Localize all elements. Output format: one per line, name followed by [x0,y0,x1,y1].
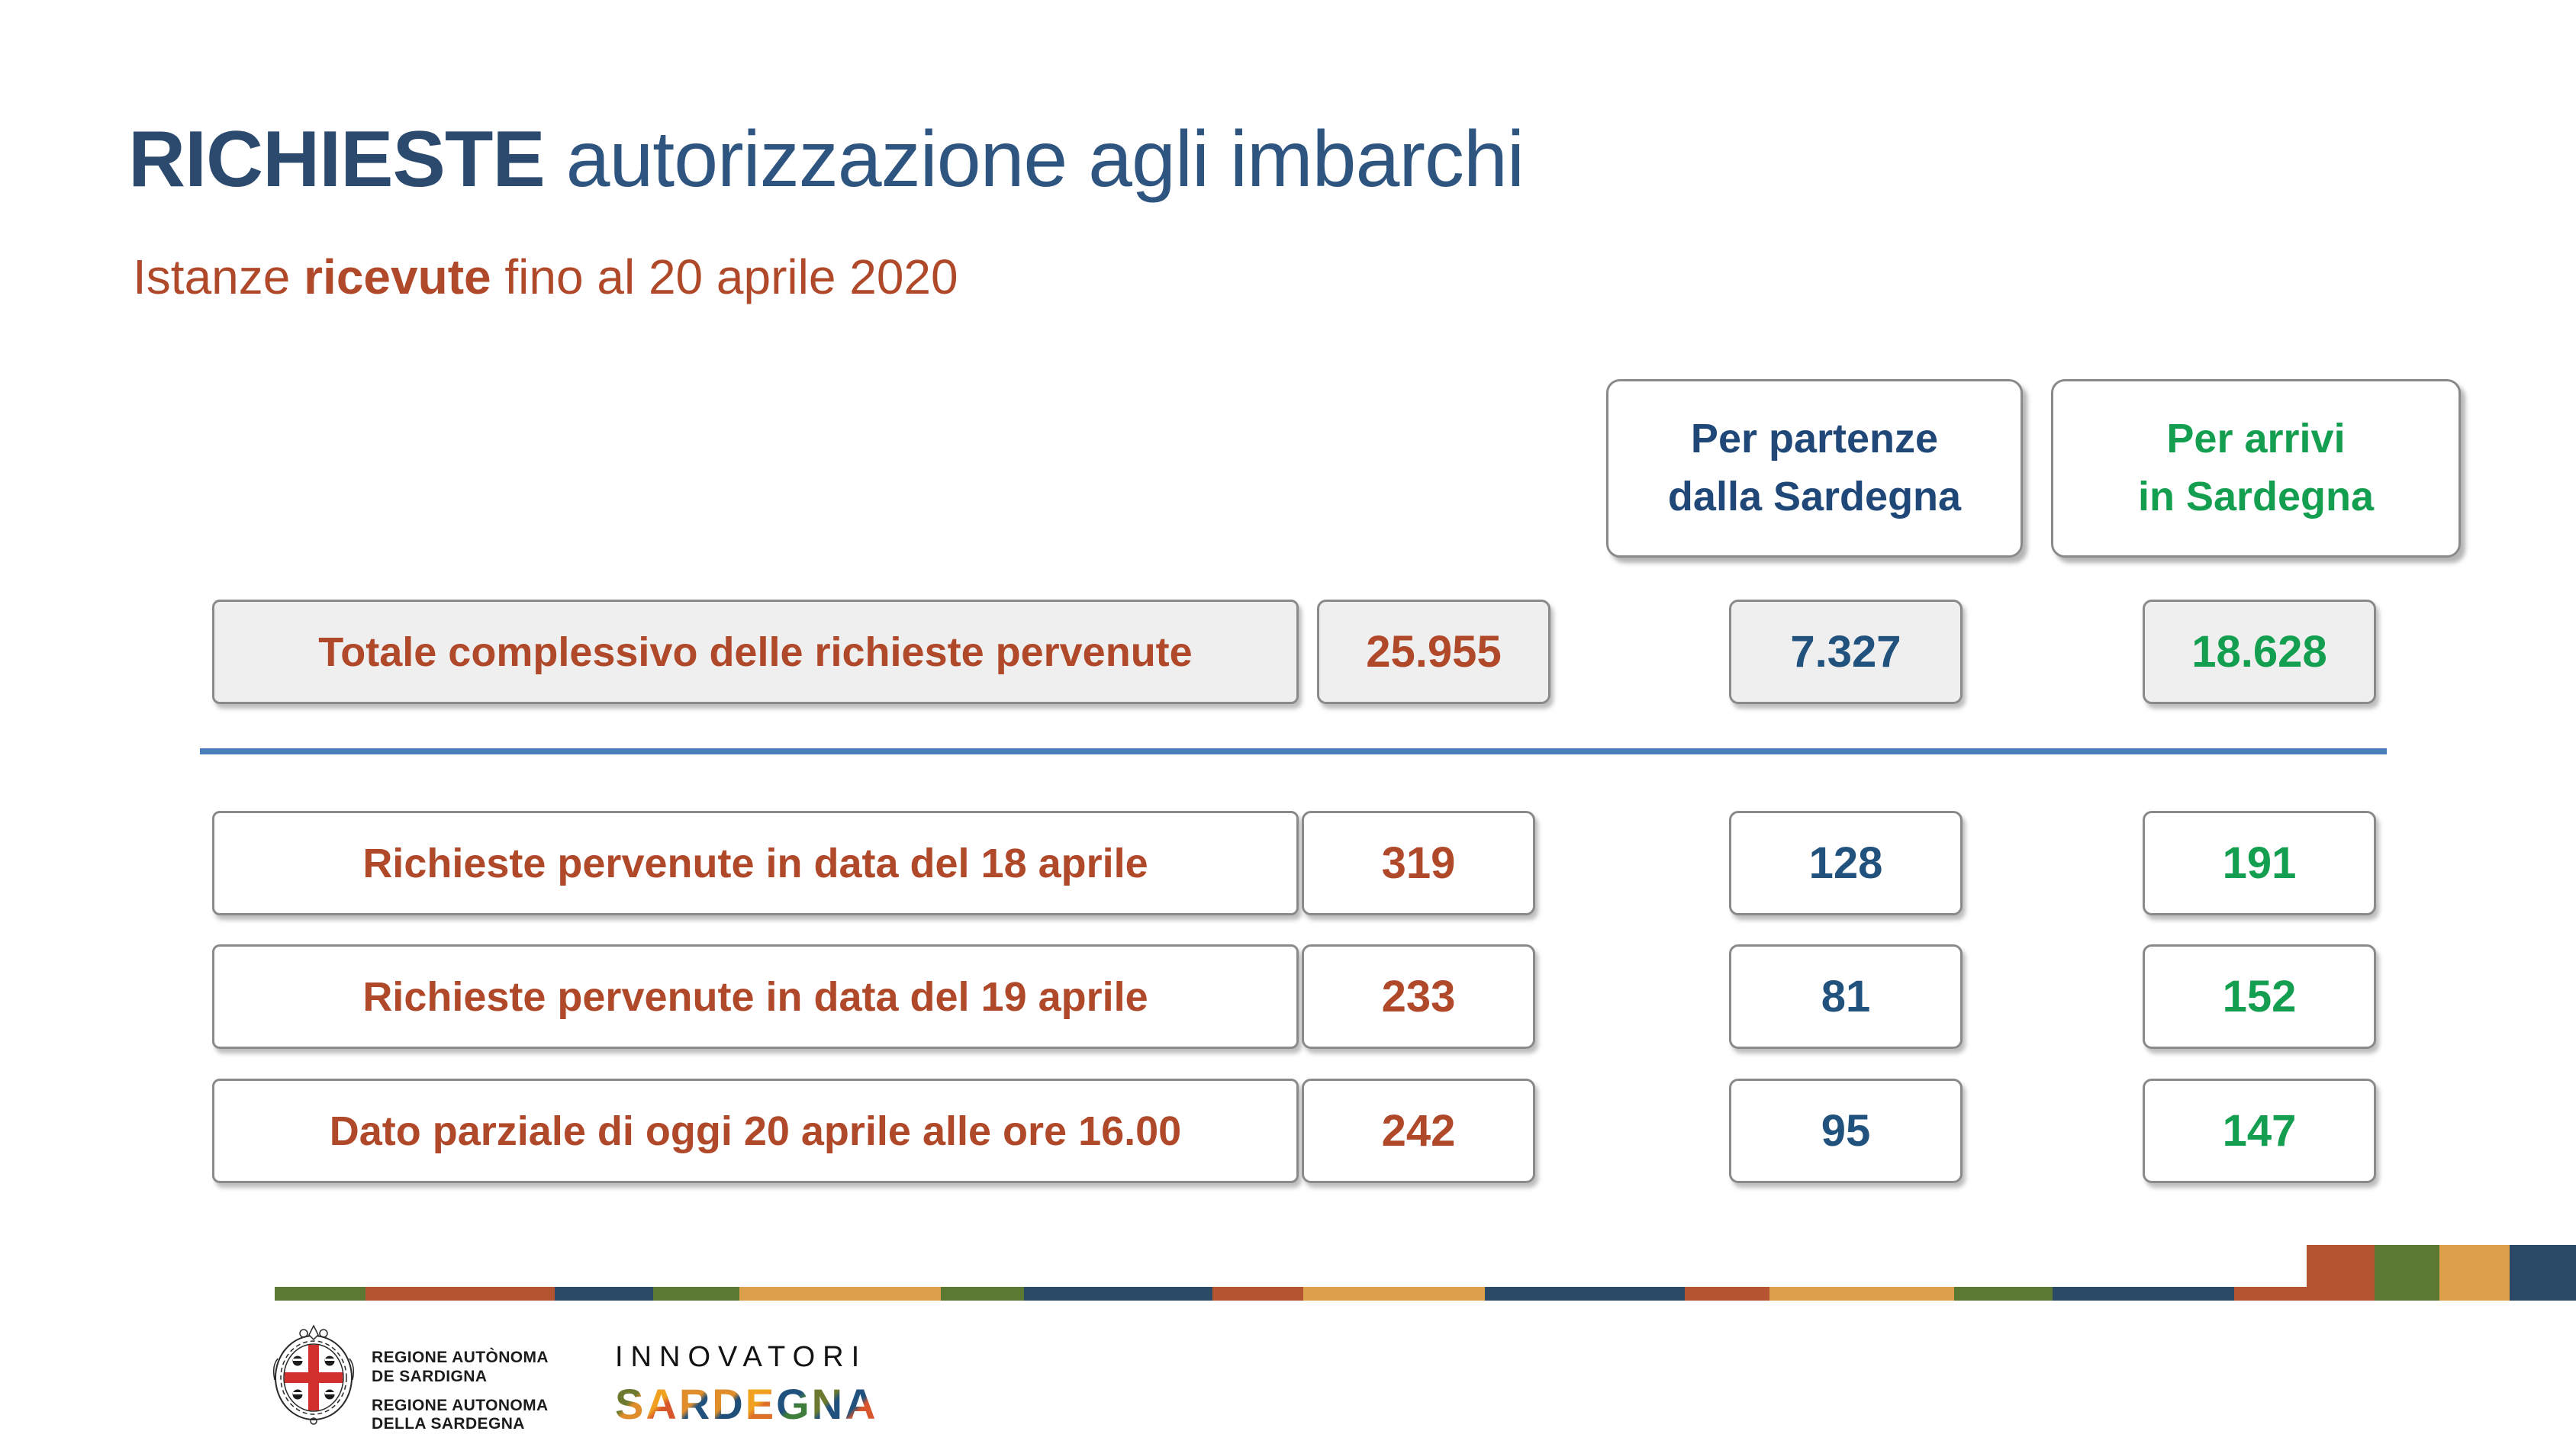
innovatori-wordmark: INNOVATORI [615,1341,868,1373]
page-title-emphasis: RICHIESTE [128,115,546,204]
stripe-segment-green [1954,1287,2053,1301]
stripe-segment-red [2234,1287,2307,1301]
total-row-value-partenze: 7.327 [1729,600,1963,704]
stripe-segment-green [653,1287,739,1301]
stripe-segment-orange [2439,1245,2510,1301]
total-row-value-total: 25.955 [1317,600,1550,704]
region-line: REGIONE AUTONOMA [372,1396,549,1414]
stripe-segment-red [1212,1287,1303,1301]
coat-bottom-finial [310,1417,317,1425]
sardegna-letter: E [745,1380,777,1428]
region-line: DE SARDIGNA [372,1367,488,1385]
table-row-value-partenze: 81 [1729,944,1963,1049]
stripe-segment-green [275,1287,365,1301]
region-line: DELLA SARDEGNA [372,1415,525,1433]
sardegna-letter: D [712,1380,745,1428]
stripe-segment-blue [1485,1287,1685,1301]
table-row-value-total: 242 [1302,1079,1535,1183]
region-name-italian: REGIONE AUTONOMA DELLA SARDEGNA [372,1397,549,1435]
stripe-segment-blue [2510,1245,2576,1301]
column-header-partenze: Per partenze dalla Sardegna [1606,379,2023,558]
footer-stripe [275,1245,2576,1301]
divider-line [200,748,2387,754]
total-row-value-arrivi: 18.628 [2143,600,2376,704]
table-row-label: Richieste pervenute in data del 18 april… [212,811,1299,915]
stripe-segment-blue [555,1287,653,1301]
table-row-value-total: 319 [1302,811,1535,915]
sardegna-letter: G [776,1380,812,1428]
page-title: RICHIESTE autorizzazione agli imbarchi [128,114,1525,205]
column-header-partenze-line2: dalla Sardegna [1667,474,1962,519]
table-row-label: Dato parziale di oggi 20 aprile alle ore… [212,1079,1299,1183]
stripe-segment-orange [739,1287,941,1301]
table-row-value-arrivi: 147 [2143,1079,2376,1183]
subtitle-lead: Istanze [133,249,304,304]
total-row-label: Totale complessivo delle richieste perve… [212,600,1299,704]
region-line: REGIONE AUTÒNOMA [372,1349,549,1366]
table-row-value-arrivi: 152 [2143,944,2376,1049]
stripe-segment-green [2375,1245,2439,1301]
sardegna-letter: A [646,1380,679,1428]
table-row-value-partenze: 95 [1729,1079,1963,1183]
column-header-arrivi: Per arrivi in Sardegna [2051,379,2461,558]
table-row-value-partenze: 128 [1729,811,1963,915]
coat-top-finial [308,1324,319,1341]
stripe-segment-orange [1303,1287,1485,1301]
stripe-segment-blue [2053,1287,2234,1301]
sardegna-letter: N [811,1380,845,1428]
stripe-segment-green [941,1287,1024,1301]
stripe-segment-orange [1769,1287,1954,1301]
stripe-segment-red [365,1287,555,1301]
subtitle-rest: fino al 20 aprile 2020 [491,249,958,304]
stripe-segment-blue [1024,1287,1212,1301]
table-row-value-arrivi: 191 [2143,811,2376,915]
sardegna-letter: A [845,1380,878,1428]
sardegna-letter: S [615,1380,646,1428]
page-subtitle: Istanze ricevute fino al 20 aprile 2020 [133,249,958,305]
stripe-segment-red [1685,1287,1769,1301]
sardegna-letter: R [678,1380,713,1428]
page-title-rest: autorizzazione agli imbarchi [544,115,1525,204]
column-header-arrivi-line1: Per arrivi [2166,416,2346,462]
stripe-segment-red [2307,1245,2375,1301]
table-row-label: Richieste pervenute in data del 19 april… [212,944,1299,1049]
region-logo-text: REGIONE AUTÒNOMA DE SARDIGNA REGIONE AUT… [372,1349,549,1434]
region-name-sardinian: REGIONE AUTÒNOMA DE SARDIGNA [372,1349,549,1387]
coat-red-cross [285,1345,343,1410]
table-row-value-total: 233 [1302,944,1535,1049]
sardinia-coat-of-arms [272,1324,355,1425]
subtitle-emphasis: ricevute [304,249,491,304]
column-header-partenze-line1: Per partenze [1690,416,1939,462]
column-header-arrivi-line2: in Sardegna [2137,474,2375,519]
